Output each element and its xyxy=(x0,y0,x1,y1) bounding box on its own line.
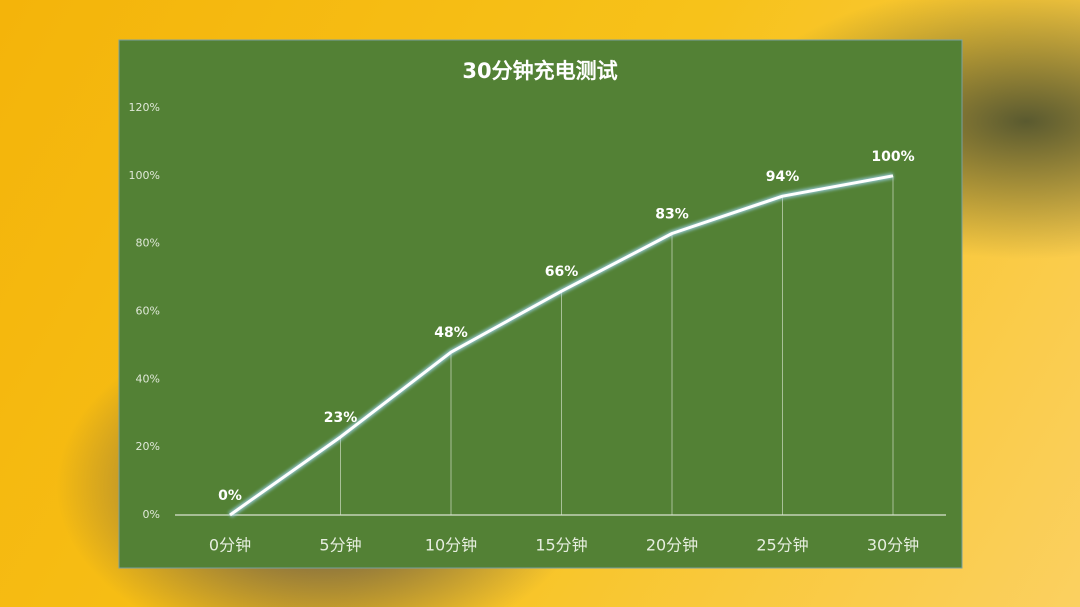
y-tick-label: 120% xyxy=(129,101,160,114)
y-tick-label: 40% xyxy=(136,372,160,385)
x-tick-label: 5分钟 xyxy=(319,536,361,555)
y-tick-label: 20% xyxy=(136,440,160,453)
x-tick-label: 0分钟 xyxy=(209,536,251,555)
data-label: 0% xyxy=(218,488,242,504)
x-tick-label: 30分钟 xyxy=(867,536,919,555)
x-tick-label: 25分钟 xyxy=(756,536,808,555)
chart-title: 30分钟充电测试 xyxy=(462,59,617,83)
x-tick-label: 15分钟 xyxy=(535,536,587,555)
line xyxy=(229,174,894,517)
data-label: 94% xyxy=(766,169,800,185)
x-tick-label: 20分钟 xyxy=(646,536,698,555)
data-label: 48% xyxy=(434,325,468,341)
x-tick-label: 10分钟 xyxy=(425,536,477,555)
y-tick-label: 80% xyxy=(136,237,160,250)
data-label: 83% xyxy=(655,206,689,222)
y-tick-label: 100% xyxy=(129,169,160,182)
data-label: 66% xyxy=(545,264,579,280)
data-label: 23% xyxy=(324,410,358,426)
y-tick-label: 60% xyxy=(136,305,160,318)
y-tick-label: 0% xyxy=(143,508,160,521)
data-label: 100% xyxy=(871,149,914,165)
